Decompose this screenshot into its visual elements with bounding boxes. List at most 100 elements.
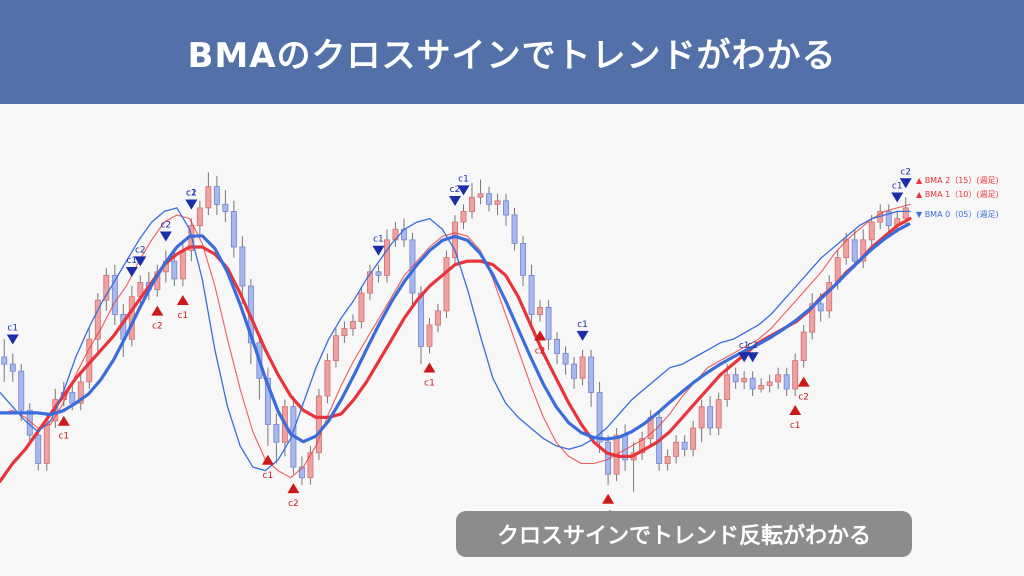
sell-signal-triangle bbox=[372, 245, 385, 256]
candle-body bbox=[809, 303, 816, 333]
candle-body bbox=[222, 203, 229, 212]
buy-signal-triangle bbox=[423, 362, 436, 373]
candle-body bbox=[817, 303, 824, 312]
candle-body bbox=[698, 406, 705, 429]
candles-group bbox=[1, 172, 909, 492]
candle-body bbox=[307, 452, 314, 479]
sell-signal-triangle bbox=[891, 192, 904, 203]
signal-label: c1 bbox=[126, 256, 137, 266]
candle-body bbox=[69, 392, 76, 404]
sell-signal-triangle bbox=[185, 199, 198, 210]
buy-signal-triangle bbox=[176, 295, 189, 305]
candle-body bbox=[579, 356, 586, 379]
ma-line-2 bbox=[0, 207, 911, 472]
candle-body bbox=[103, 274, 110, 301]
candle-body bbox=[435, 310, 441, 326]
candle-body bbox=[264, 377, 271, 425]
signal-label: c2 bbox=[535, 347, 546, 357]
sell-signal-triangle bbox=[457, 185, 470, 196]
candle-body bbox=[18, 370, 25, 411]
candle-body bbox=[792, 360, 799, 390]
buy-signal-triangle bbox=[789, 405, 802, 416]
candle-body bbox=[375, 271, 382, 276]
candle-body bbox=[332, 335, 339, 361]
candle-body bbox=[1, 356, 8, 365]
signal-label: c1 bbox=[178, 311, 189, 321]
candle-body bbox=[35, 434, 42, 464]
candle-body bbox=[639, 438, 646, 454]
candle-body bbox=[213, 186, 220, 205]
candle-body bbox=[826, 282, 833, 312]
candle-body bbox=[486, 193, 492, 205]
candle-body bbox=[732, 374, 739, 383]
candle-body bbox=[707, 406, 714, 429]
candle-body bbox=[324, 360, 331, 397]
candle-body bbox=[783, 374, 790, 390]
signal-label: c1 bbox=[263, 471, 274, 481]
candle-body bbox=[469, 196, 475, 212]
buy-signal-triangle bbox=[57, 415, 70, 426]
legend-item: ▼ BMA 0（05）(週足) bbox=[916, 210, 999, 219]
sell-signal-triangle bbox=[738, 352, 751, 363]
candle-body bbox=[171, 260, 178, 280]
candle-body bbox=[520, 242, 526, 276]
candle-body bbox=[690, 427, 697, 450]
signal-label: c1 bbox=[373, 235, 384, 245]
sell-signal-triangle bbox=[746, 352, 759, 363]
candlestick-chart: c1c1c1c2c2c2c1c2c1c2c1c1c1c2c1c2c1c1c1c2… bbox=[0, 167, 999, 520]
chart-area: c1c1c1c2c2c2c1c2c1c2c1c1c1c2c1c2c1c1c1c2… bbox=[0, 104, 1024, 576]
candle-body bbox=[528, 274, 535, 315]
candle-body bbox=[239, 246, 246, 287]
candle-body bbox=[571, 363, 578, 379]
candle-body bbox=[43, 420, 50, 464]
sell-signal-triangle bbox=[159, 231, 172, 242]
candle-body bbox=[230, 211, 237, 248]
candle-body bbox=[358, 292, 365, 322]
buy-signal-triangle bbox=[602, 493, 615, 504]
candle-body bbox=[545, 306, 552, 340]
signal-label: c1 bbox=[58, 432, 69, 442]
candle-body bbox=[715, 399, 722, 429]
candle-body bbox=[443, 257, 450, 312]
signal-label: c1 bbox=[7, 323, 18, 333]
signal-label: c2 bbox=[186, 189, 197, 199]
candle-body bbox=[367, 271, 373, 294]
candle-body bbox=[775, 374, 782, 383]
candle-body bbox=[673, 441, 680, 457]
signal-label: c2 bbox=[747, 341, 758, 351]
candle-body bbox=[315, 395, 322, 454]
buy-signal-triangle bbox=[261, 454, 274, 465]
moving-average-lines bbox=[0, 203, 912, 483]
signal-label: c1 bbox=[790, 421, 801, 431]
candle-body bbox=[298, 466, 305, 479]
buy-signal-triangle bbox=[534, 330, 547, 341]
signal-label: c2 bbox=[288, 499, 299, 509]
ma-line-1 bbox=[0, 203, 911, 479]
signal-label: c2 bbox=[798, 393, 809, 403]
legend-item: ▲ BMA 1（10）(週足) bbox=[916, 190, 999, 199]
candle-body bbox=[503, 200, 509, 216]
buy-signal-triangle bbox=[287, 483, 300, 494]
sell-signal-triangle bbox=[449, 196, 461, 206]
candle-body bbox=[851, 239, 858, 262]
buy-signal-triangle bbox=[151, 305, 164, 316]
candle-body bbox=[111, 274, 118, 315]
signal-label: c1 bbox=[892, 181, 903, 191]
candle-body bbox=[562, 353, 569, 365]
caption-text: クロスサインでトレンド反転がわかる bbox=[496, 524, 871, 549]
candle-body bbox=[741, 377, 748, 383]
candle-body bbox=[766, 381, 773, 386]
signal-label: c1 bbox=[577, 320, 588, 330]
cross-signals: c1c1c1c2c2c2c1c2c1c2c1c1c1c2c1c2c1c1c1c2… bbox=[6, 167, 912, 520]
candle-body bbox=[77, 381, 84, 404]
signal-label: c1 bbox=[186, 189, 197, 199]
candle-body bbox=[477, 193, 484, 198]
candle-body bbox=[418, 292, 424, 347]
sell-signal-triangle bbox=[134, 256, 147, 267]
chart-legend: ▲ BMA 2（15）(週足) ▲ BMA 1（10）(週足) ▼ BMA 0（05… bbox=[916, 176, 999, 219]
candle-body bbox=[554, 338, 561, 354]
candle-body bbox=[273, 424, 280, 443]
candle-body bbox=[94, 299, 101, 340]
sell-signal-triangle bbox=[6, 334, 19, 345]
page-title: BMAのクロスサインでトレンドがわかる bbox=[187, 35, 837, 76]
